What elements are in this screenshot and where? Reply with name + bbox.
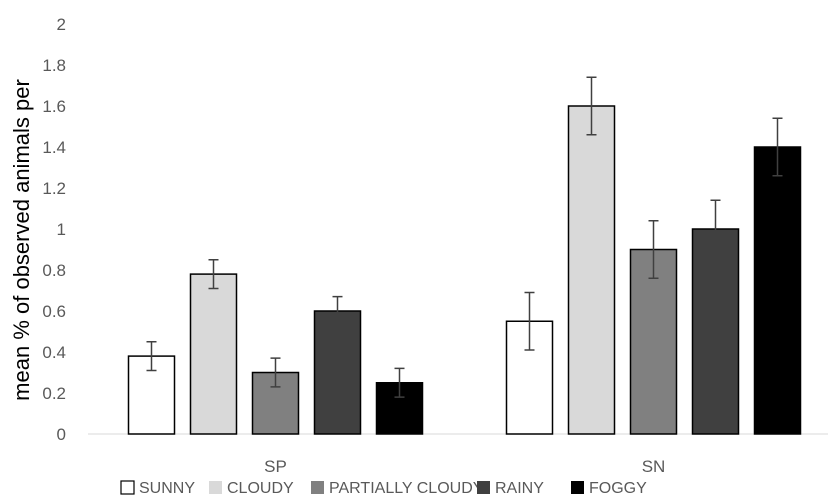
legend-swatch-foggy [571,481,584,494]
y-tick-label: 2 [57,15,66,34]
legend-label: SUNNY [139,480,195,497]
y-tick-label: 1.6 [42,97,66,116]
legend-swatch-cloudy [209,481,222,494]
y-tick-label: 1.4 [42,138,66,157]
error-bar [146,341,157,372]
y-tick-label: 1.2 [42,179,66,198]
bar-sp-rainy [313,310,362,435]
x-tick-label-sp: SP [264,457,287,476]
bar-sn-rainy [691,228,740,435]
y-axis-ticks: 0 0.2 0.4 0.6 0.8 1 1.2 1.4 1.6 1.8 2 [42,15,66,444]
y-tick-label: 0.4 [42,343,66,362]
bar-sn-partially-cloudy [629,248,678,435]
bar-sn-foggy [753,146,802,435]
y-tick-label: 1.8 [42,56,66,75]
error-bar [710,199,721,259]
bar-sn-cloudy [567,105,616,435]
bars-group [127,76,802,435]
legend-label: CLOUDY [227,480,294,497]
legend-label: PARTIALLY CLOUDY [329,480,484,497]
legend-label: FOGGY [589,480,647,497]
legend: SUNNY CLOUDY PARTIALLY CLOUDY RAINY FOGGY [120,480,647,497]
bar-sp-cloudy [189,273,238,435]
error-bar [332,295,343,327]
x-axis-ticks: SP SN [264,457,665,476]
error-bar [772,117,783,177]
x-tick-label-sn: SN [642,457,666,476]
y-axis-label: mean % of observed animals per [9,79,34,401]
legend-swatch-rainy [477,481,490,494]
legend-swatch-partially-cloudy [311,481,324,494]
y-tick-label: 0.2 [42,384,66,403]
y-tick-label: 1 [57,220,66,239]
error-bar [208,259,219,290]
y-tick-label: 0.6 [42,302,66,321]
legend-swatch-sunny [120,480,135,495]
y-tick-label: 0 [57,425,66,444]
legend-label: RAINY [495,480,544,497]
error-bar [394,367,405,398]
error-bar [586,76,597,136]
error-bar [524,291,535,351]
y-tick-label: 0.8 [42,261,66,280]
error-bar [648,220,659,279]
error-bar [270,357,281,388]
